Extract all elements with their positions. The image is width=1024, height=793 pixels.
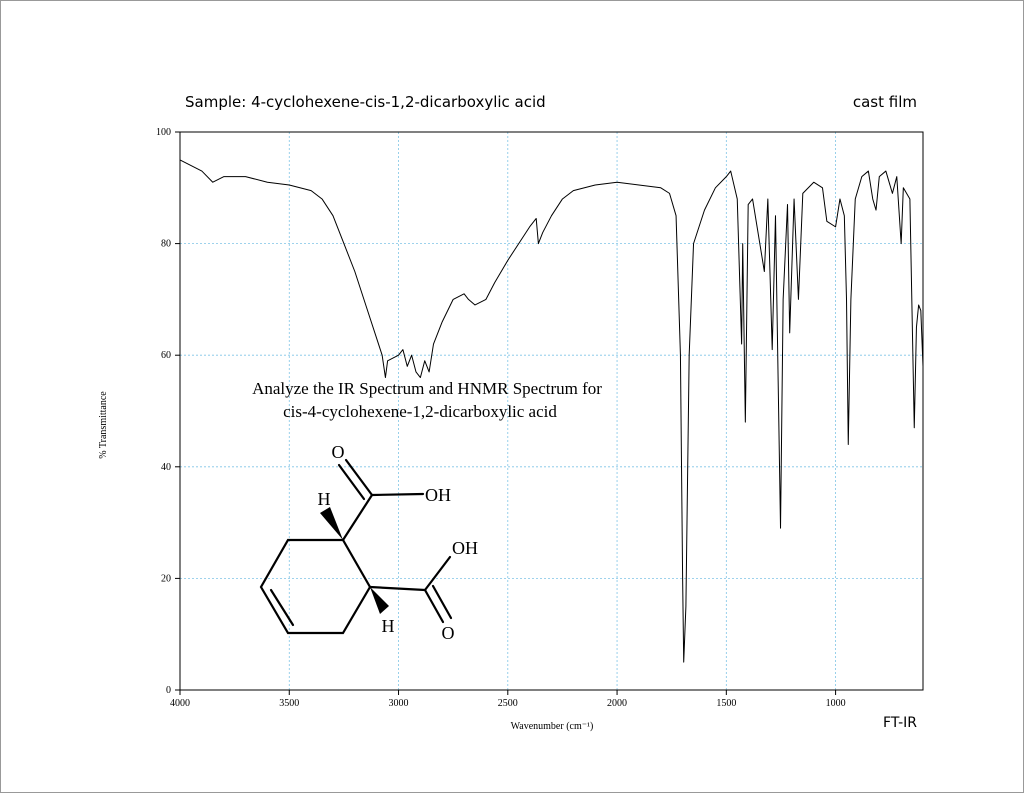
- wedge: [320, 507, 343, 540]
- x-tick-label: 4000: [170, 698, 190, 709]
- x-axis-label: Wavenumber (cm⁻¹): [511, 721, 594, 732]
- atom-label: OH: [452, 538, 478, 558]
- y-tick-label: 60: [161, 350, 171, 361]
- x-tick-label: 3000: [389, 698, 409, 709]
- molecule: O OH H OH H O: [259, 442, 478, 643]
- plot-frame: [179, 131, 924, 691]
- annotation: Analyze the IR Spectrum and HNMR Spectru…: [252, 379, 602, 398]
- y-tick-label: 80: [161, 239, 171, 250]
- atom-label: O: [332, 442, 345, 462]
- bond: [431, 584, 453, 620]
- x-tick-label: 1000: [826, 698, 846, 709]
- bond: [344, 458, 374, 497]
- spectrum-line: [179, 159, 924, 663]
- bond: [341, 493, 374, 542]
- wedge: [370, 587, 389, 614]
- bond: [423, 555, 452, 592]
- annotation: cis-4-cyclohexene-1,2-dicarboxylic acid: [283, 402, 557, 421]
- y-axis-label: % Transmittance: [98, 391, 109, 459]
- atom-label: H: [382, 616, 395, 636]
- technique-label: FT-IR: [883, 715, 917, 731]
- y-tick-label: 100: [156, 127, 171, 138]
- y-tick-label: 20: [161, 573, 171, 584]
- x-tick-label: 3500: [279, 698, 299, 709]
- bond: [423, 588, 445, 624]
- double-bond: [269, 588, 295, 627]
- chart-title: Sample: 4-cyclohexene-cis-1,2-dicarboxyl…: [185, 93, 546, 111]
- bond: [337, 463, 366, 501]
- bond: [370, 492, 425, 497]
- atom-label: OH: [425, 485, 451, 505]
- atom-label: H: [318, 489, 331, 509]
- bond: [368, 585, 427, 592]
- atom-label: O: [442, 623, 455, 643]
- y-tick-label: 40: [161, 462, 171, 473]
- x-tick-label: 2000: [607, 698, 627, 709]
- x-tick-label: 2500: [498, 698, 518, 709]
- chart-subtitle: cast film: [853, 93, 917, 111]
- y-tick-label: 0: [166, 685, 171, 696]
- x-tick-label: 1500: [716, 698, 736, 709]
